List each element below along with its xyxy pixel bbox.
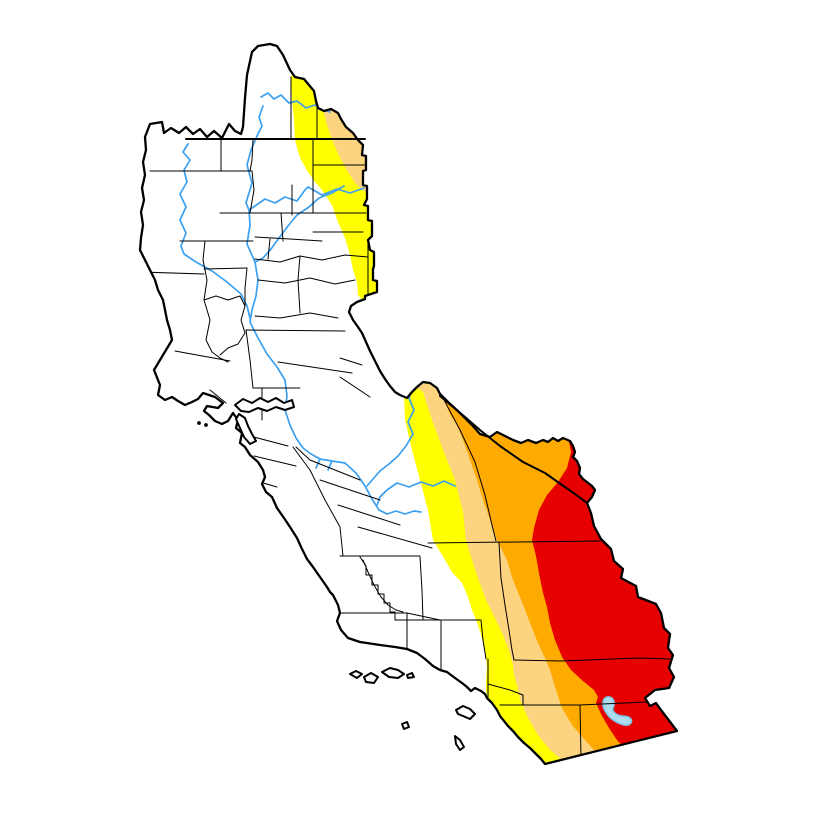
- county-line: [203, 267, 248, 270]
- county-line: [579, 704, 582, 759]
- county-line: [249, 138, 254, 172]
- tuolumne-merced-river: [376, 480, 456, 506]
- county-line: [498, 542, 515, 661]
- county-line: [245, 329, 254, 389]
- county-line: [419, 556, 424, 621]
- county-line: [337, 504, 401, 526]
- island-santa-barbara: [401, 721, 410, 730]
- nevada-diagonal-border: [439, 395, 588, 504]
- county-line: [442, 397, 497, 542]
- san-joaquin-river: [344, 462, 422, 515]
- farallon-island-dot: [197, 421, 201, 425]
- county-line: [339, 357, 363, 366]
- county-line: [513, 657, 671, 662]
- mokelumne-river: [366, 385, 415, 487]
- san-francisco-bay: [234, 397, 295, 445]
- county-line: [427, 540, 601, 544]
- sacramento-river: [245, 149, 312, 455]
- state-outline: [138, 42, 679, 766]
- upper-sacramento-river: [250, 105, 264, 151]
- county-line: [202, 240, 229, 363]
- county-line: [297, 255, 301, 314]
- state-internal-borders: [185, 138, 588, 504]
- island-san-miguel: [349, 670, 363, 679]
- county-line: [254, 236, 323, 242]
- county-line: [257, 277, 356, 285]
- county-line: [406, 612, 441, 621]
- county-line: [249, 435, 289, 447]
- county-line: [480, 619, 487, 660]
- county-line: [277, 361, 353, 374]
- county-line: [174, 350, 231, 362]
- county-line: [203, 295, 246, 356]
- county-line: [295, 446, 361, 481]
- county-line: [362, 559, 404, 613]
- island-santa-cruz: [381, 667, 405, 679]
- county-line: [254, 312, 339, 319]
- county-line: [359, 556, 396, 621]
- river-layer: [179, 92, 456, 515]
- county-line: [339, 526, 344, 557]
- bay-north-arm: [234, 397, 295, 413]
- county-line: [249, 170, 255, 214]
- pit-river-lower: [254, 185, 345, 263]
- island-santa-rosa: [363, 672, 379, 684]
- county-line: [253, 455, 297, 467]
- bay-south-arm: [235, 413, 257, 445]
- county-line: [267, 238, 271, 260]
- county-line: [319, 479, 381, 501]
- farallon-island-dot: [204, 423, 208, 427]
- county-line: [245, 329, 346, 332]
- county-line: [254, 254, 369, 263]
- island-san-clemente: [454, 735, 465, 751]
- county-line: [244, 267, 248, 307]
- klamath-trinity-river: [179, 143, 251, 319]
- county-line: [357, 526, 433, 549]
- island-anacapa: [406, 672, 415, 679]
- islands: [197, 421, 476, 751]
- county-line: [339, 376, 371, 398]
- county-line: [209, 389, 227, 404]
- county-line: [280, 212, 284, 242]
- island-catalina: [455, 705, 476, 720]
- feather-river: [248, 186, 365, 211]
- county-line: [487, 683, 524, 696]
- county-line: [292, 446, 341, 528]
